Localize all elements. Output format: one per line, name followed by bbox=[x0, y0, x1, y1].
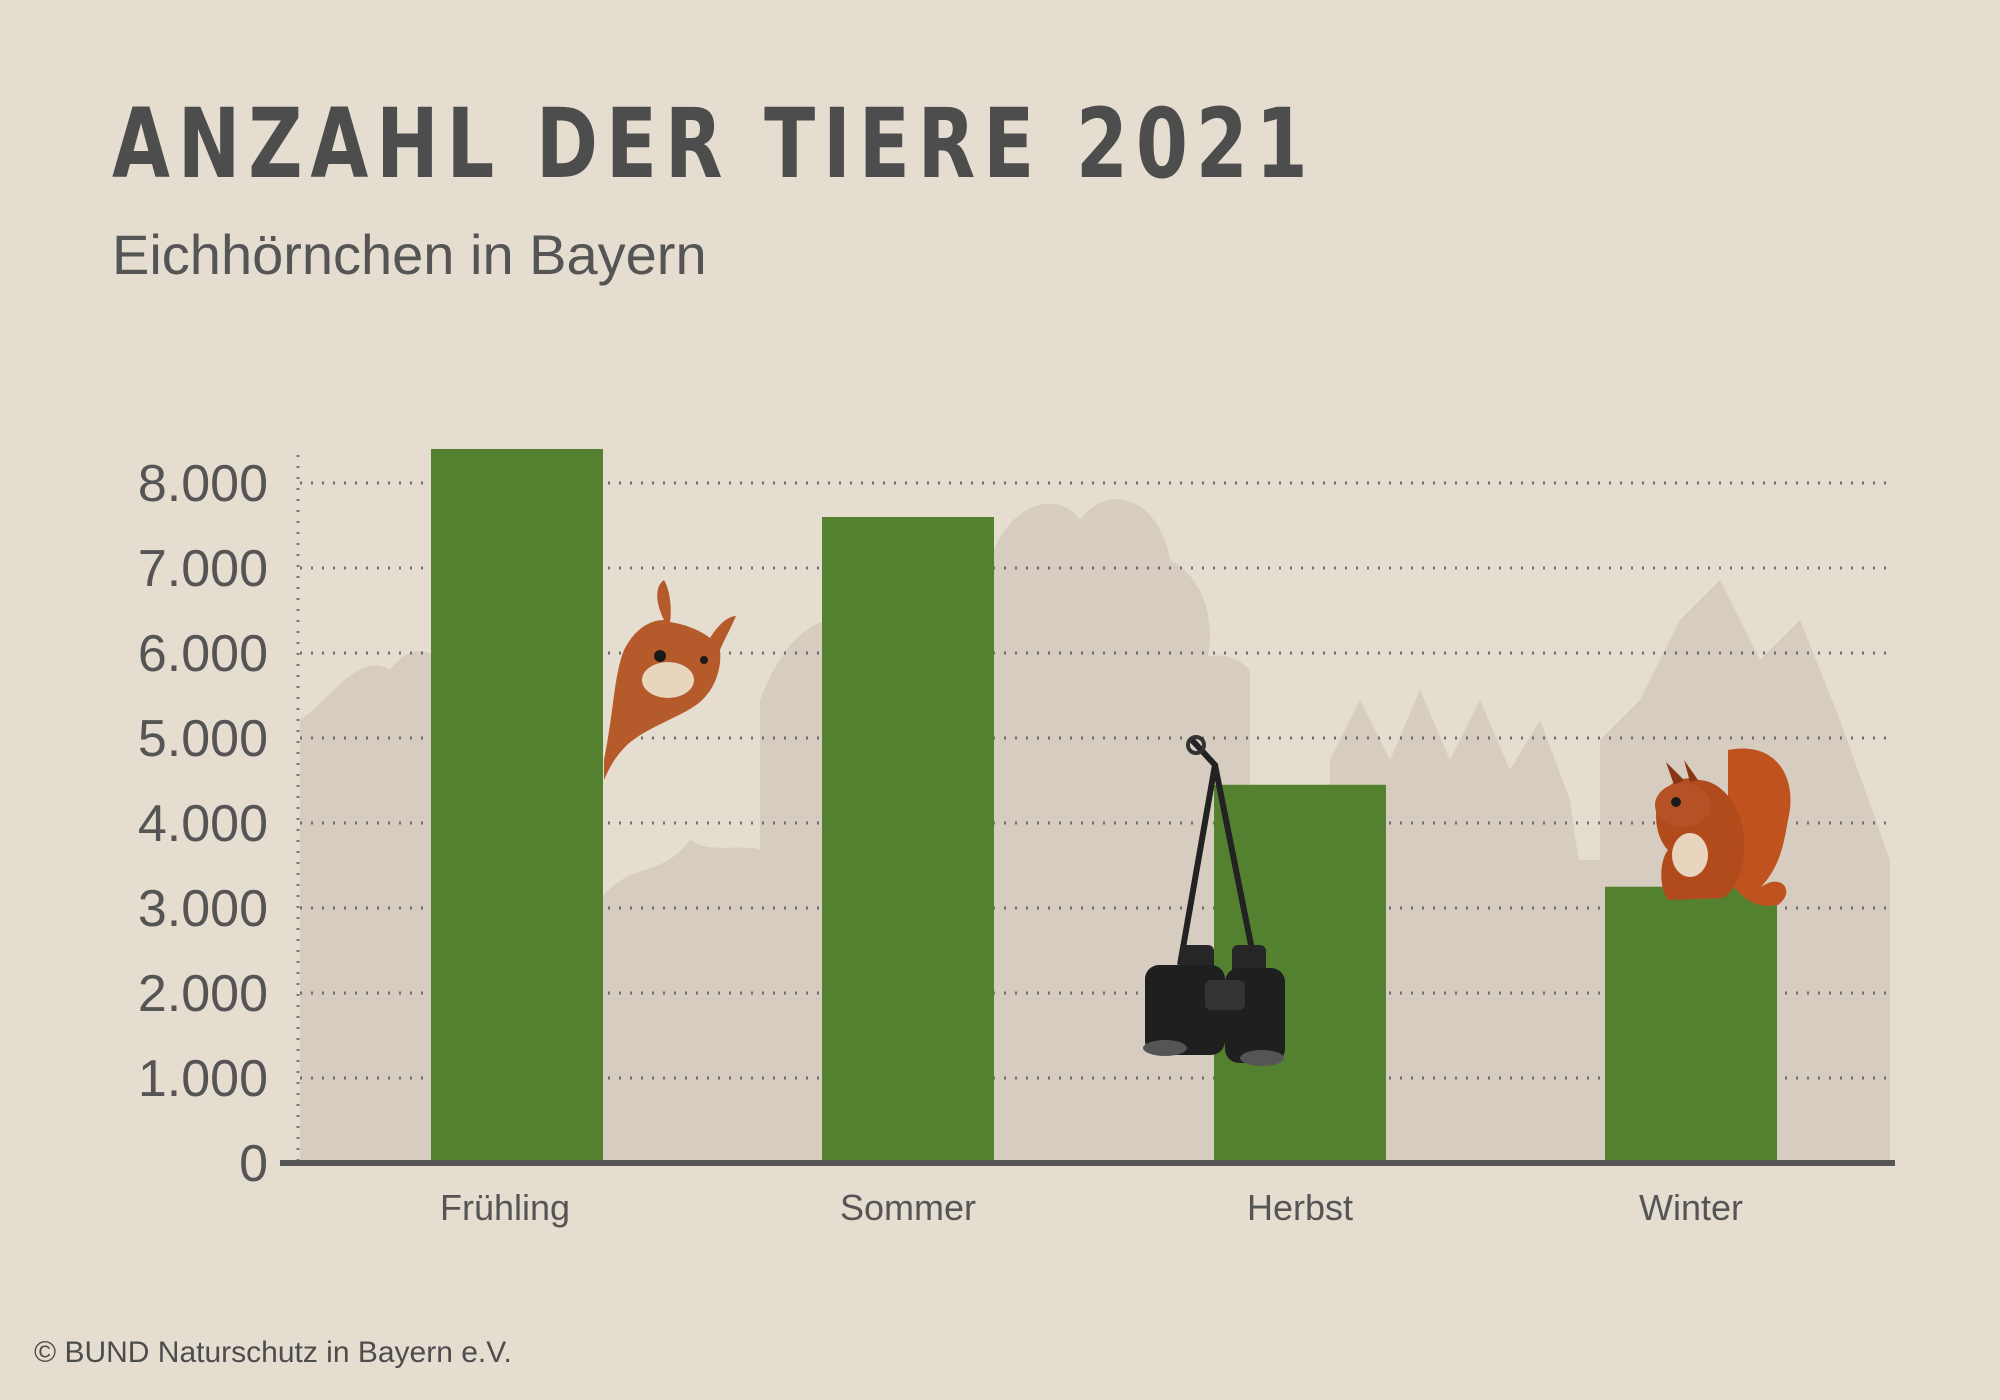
y-tick-label: 2.000 bbox=[138, 965, 268, 1023]
binoculars-icon bbox=[1143, 735, 1285, 1066]
copyright-notice: © BUND Naturschutz in Bayern e.V. bbox=[34, 1336, 512, 1369]
bar bbox=[1605, 886, 1777, 1163]
y-tick-labels: 0 1.000 2.000 3.000 4.000 5.000 6.000 7.000 8.00… bbox=[138, 455, 268, 1193]
y-tick-label: 6.000 bbox=[138, 625, 268, 683]
y-tick-label: 4.000 bbox=[138, 795, 268, 853]
y-tick-label: 1.000 bbox=[138, 1050, 268, 1108]
y-tick-label: 5.000 bbox=[138, 710, 268, 768]
y-tick-label: 0 bbox=[239, 1135, 268, 1193]
y-tick-label: 8.000 bbox=[138, 455, 268, 513]
x-tick-label: Frühling bbox=[440, 1187, 570, 1228]
x-tick-labels: Frühling Sommer Herbst Winter bbox=[440, 1187, 1743, 1228]
y-tick-label: 7.000 bbox=[138, 540, 268, 598]
bars bbox=[431, 449, 1777, 1163]
squirrel-peeking-icon bbox=[604, 580, 736, 780]
chart-subtitle: Eichhörnchen in Bayern bbox=[112, 223, 707, 286]
chart-title: ANZAHL DER TIERE 2021 bbox=[112, 88, 1316, 200]
y-tick-label: 3.000 bbox=[138, 880, 268, 938]
bar bbox=[822, 517, 994, 1163]
squirrel-sitting-icon bbox=[1655, 748, 1791, 906]
bar bbox=[431, 449, 603, 1163]
x-tick-label: Sommer bbox=[840, 1187, 976, 1228]
x-tick-label: Herbst bbox=[1247, 1187, 1353, 1228]
x-tick-label: Winter bbox=[1639, 1187, 1743, 1228]
